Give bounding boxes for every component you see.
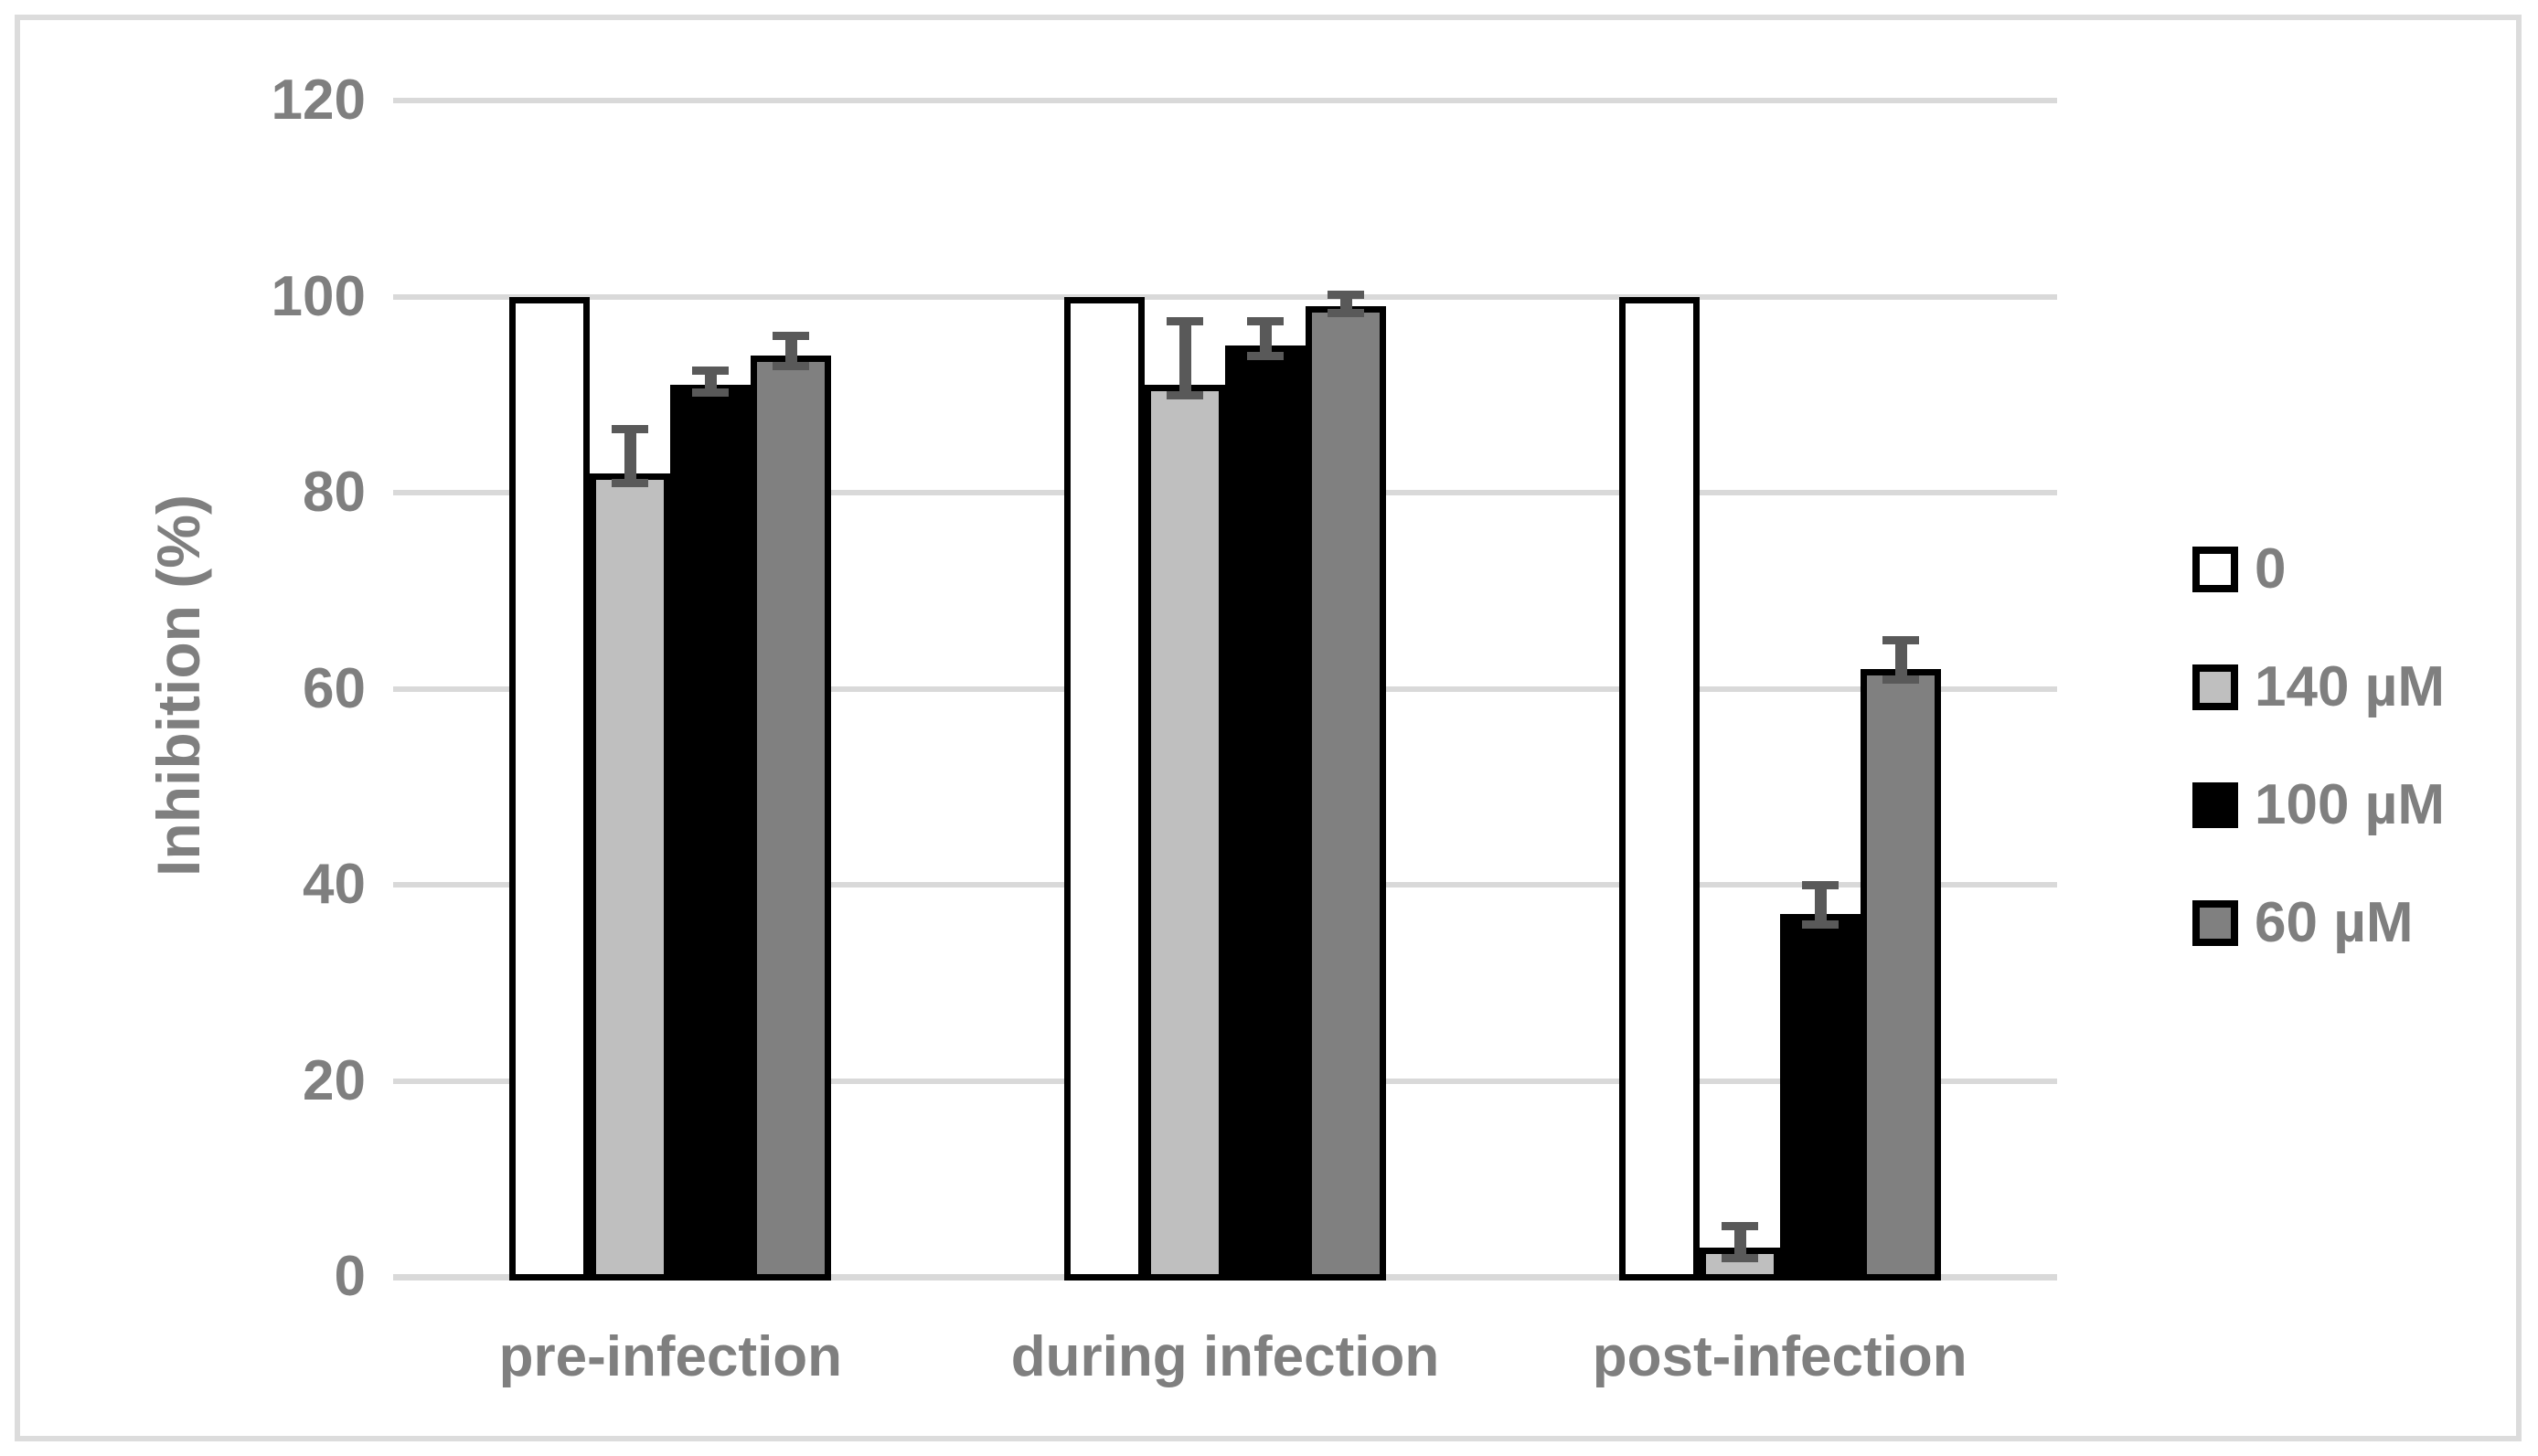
y-tick-label: 80 [303,461,366,524]
bar-60µM-pre-infection [751,355,832,1281]
error-bar-top-cap [1721,1222,1758,1231]
error-bar [1814,885,1827,924]
error-bar-top-cap [1247,317,1284,326]
legend-item: 0 [2192,541,2445,598]
legend-item: 60 µM [2192,895,2445,951]
error-bar-bottom-cap [692,388,730,398]
x-category-label: post-infection [1592,1325,1967,1388]
legend-label: 60 µM [2255,891,2414,954]
error-bar-top-cap [1801,881,1839,889]
legend-item: 100 µM [2192,777,2445,834]
error-bar [1260,321,1272,356]
error-bar-bottom-cap [1247,351,1284,360]
error-bar [1733,1226,1746,1258]
bar-140µM-during-infection [1145,385,1225,1281]
y-tick-label: 120 [271,69,366,132]
legend-label: 140 µM [2255,655,2446,718]
x-category-label: pre-infection [498,1325,843,1388]
legend: 0 140 µM 100 µM 60 µM [2192,541,2445,1018]
error-bar-top-cap [1882,635,1919,644]
bar-0-during-infection [1064,296,1145,1281]
legend-swatch [2192,782,2238,828]
error-bar-top-cap [692,366,730,375]
legend-label: 100 µM [2255,773,2446,836]
legend-label: 0 [2255,537,2287,600]
error-bar [705,369,718,393]
y-gridline [393,293,2057,300]
error-bar [624,429,637,484]
bar-100µM-pre-infection [670,385,752,1281]
bar-60µM-during-infection [1306,306,1386,1281]
bar-60µM-post-infection [1860,669,1941,1281]
error-bar-bottom-cap [1328,308,1364,317]
error-bar-bottom-cap [1167,390,1203,399]
legend-swatch [2192,900,2238,946]
y-tick-label: 100 [271,264,366,328]
error-bar-bottom-cap [1882,675,1919,684]
bar-0-pre-infection [509,296,591,1281]
legend-swatch [2192,547,2238,592]
error-bar-bottom-cap [1721,1253,1758,1262]
y-gridline [393,98,2057,103]
x-category-label: during infection [1010,1325,1440,1388]
bar-0-post-infection [1618,296,1700,1281]
error-bar-bottom-cap [612,479,649,488]
error-bar-top-cap [773,332,810,341]
y-tick-label: 40 [303,853,366,916]
bar-140µM-pre-infection [590,473,671,1281]
error-bar [1179,321,1191,395]
error-bar-top-cap [612,425,649,434]
error-bar [785,335,798,366]
legend-item: 140 µM [2192,659,2445,716]
bar-100µM-post-infection [1779,914,1861,1281]
error-bar-top-cap [1167,317,1203,326]
error-bar-bottom-cap [773,361,810,370]
error-bar [1894,639,1907,679]
error-bar-bottom-cap [1801,919,1839,929]
y-tick-label: 20 [303,1048,366,1112]
y-tick-label: 0 [334,1245,366,1308]
y-tick-label: 60 [303,656,366,720]
error-bar-top-cap [1328,291,1364,300]
bar-100µM-during-infection [1225,345,1306,1281]
legend-swatch [2192,664,2238,710]
